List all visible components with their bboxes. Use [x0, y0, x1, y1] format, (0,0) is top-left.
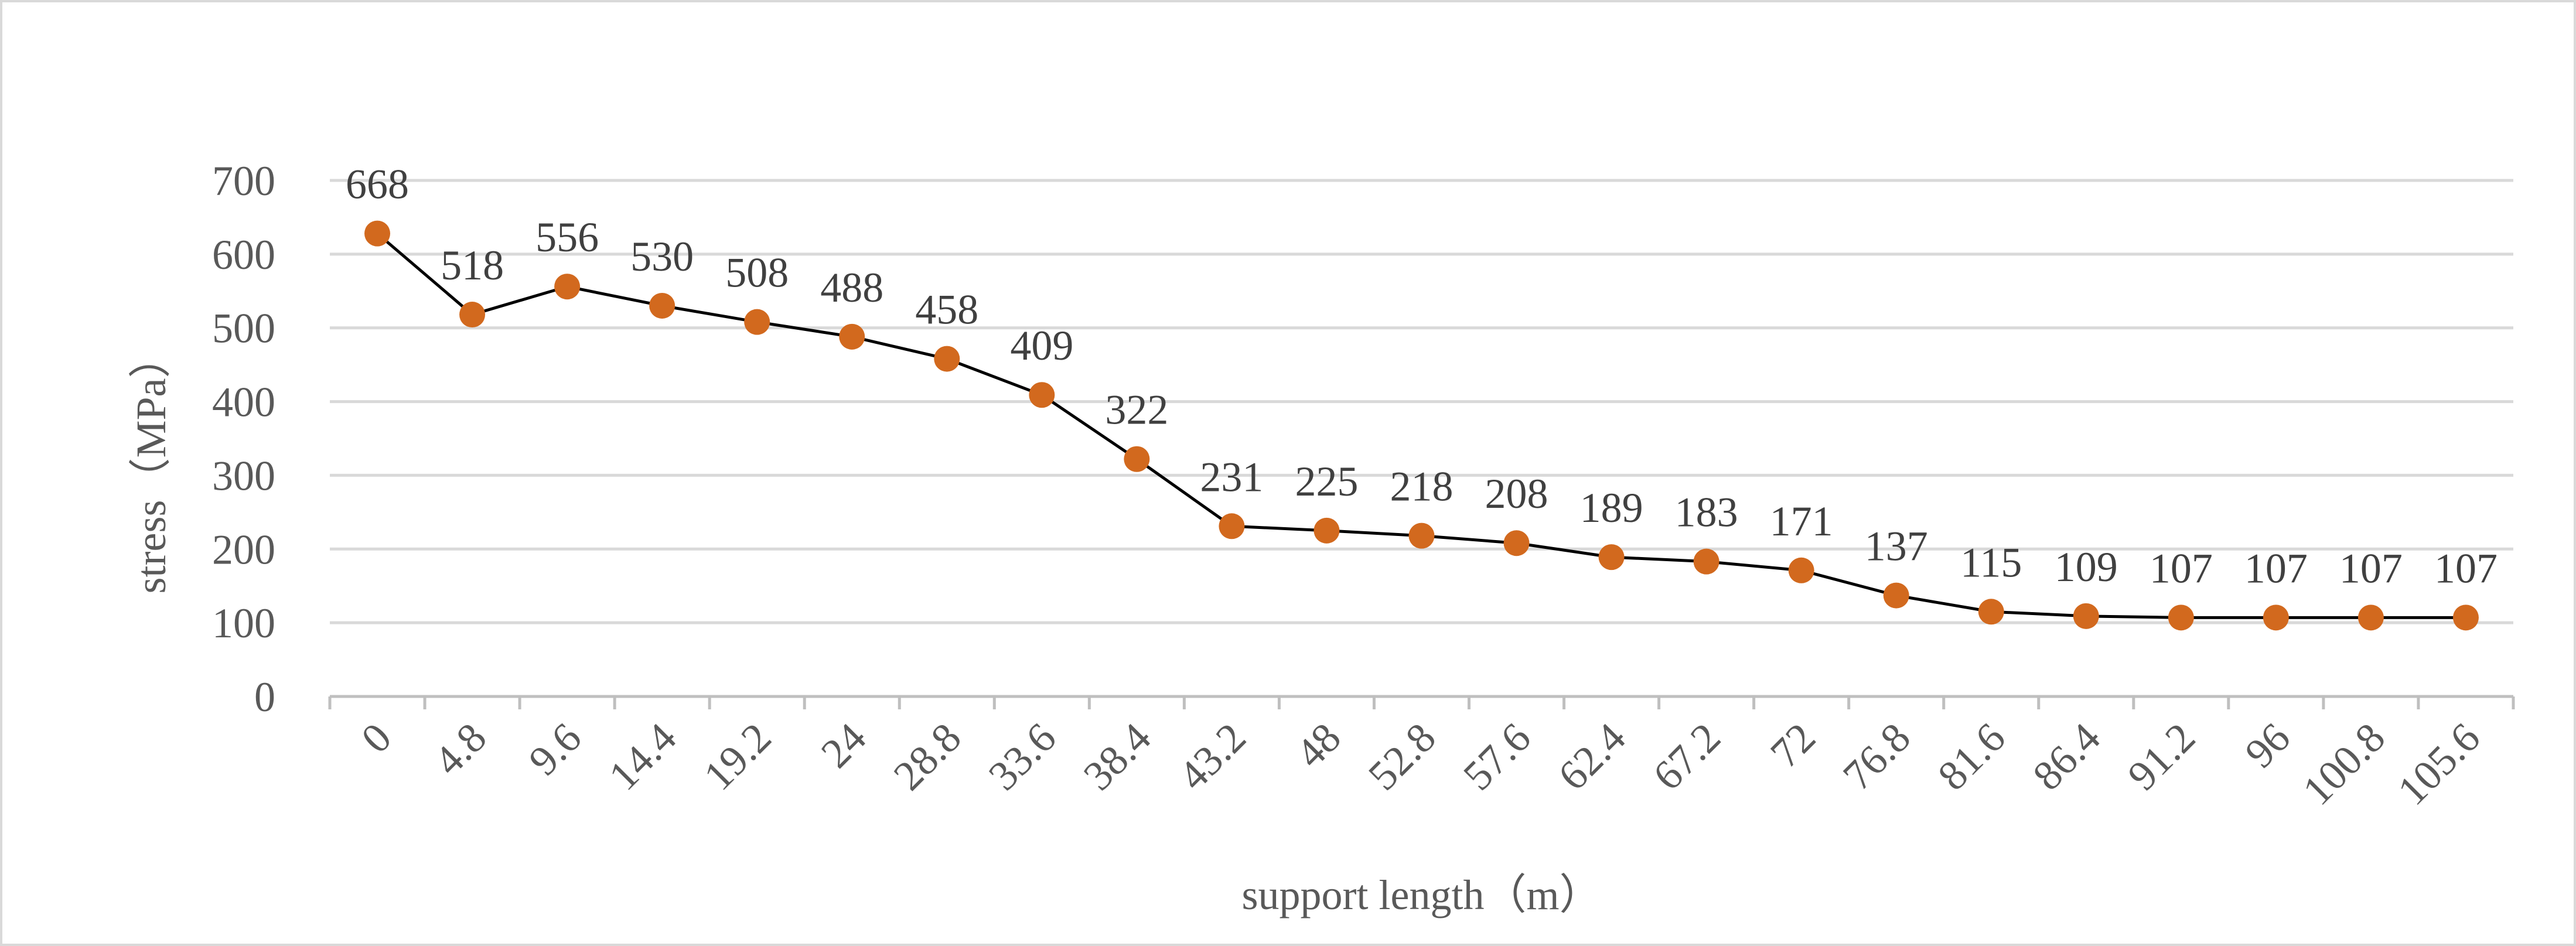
data-point — [1219, 513, 1245, 539]
x-tick-label: 81.6 — [1929, 714, 2014, 800]
x-tick-label: 9.6 — [520, 714, 590, 784]
data-point — [1313, 517, 1340, 544]
data-label: 488 — [820, 264, 883, 311]
x-tick-label: 57.6 — [1454, 714, 1540, 800]
data-label: 458 — [915, 286, 978, 333]
x-tick-label: 19.2 — [695, 714, 780, 800]
data-point — [1788, 557, 1814, 583]
data-point — [934, 346, 960, 372]
x-tick-label: 91.2 — [2118, 714, 2204, 800]
y-axis-ticks: 0 100 200 300 400 500 600 700 — [212, 158, 275, 720]
x-tick-label: 86.4 — [2024, 714, 2109, 800]
x-tick-label: 33.6 — [980, 714, 1065, 800]
data-label: 225 — [1295, 458, 1358, 505]
data-point — [459, 302, 486, 328]
x-tick-label: 72 — [1762, 714, 1824, 777]
data-point — [554, 274, 581, 300]
data-label: 518 — [441, 242, 504, 289]
data-label: 218 — [1390, 463, 1454, 510]
data-label: 208 — [1485, 470, 1548, 517]
x-axis-title: support length（m） — [1242, 872, 1602, 918]
data-label: 409 — [1010, 322, 1073, 369]
x-tick-label: 100.8 — [2294, 714, 2394, 814]
y-axis-title: stress（MPa） — [128, 336, 175, 593]
data-point — [1124, 446, 1150, 472]
x-tick-label: 67.2 — [1644, 714, 1729, 800]
x-tick-label: 28.8 — [885, 714, 970, 800]
x-axis — [328, 695, 2515, 709]
data-point — [364, 220, 391, 247]
data-point — [1883, 582, 1909, 609]
data-point — [2168, 605, 2194, 631]
data-point — [649, 292, 675, 319]
data-label: 137 — [1865, 523, 1928, 570]
data-point — [1408, 522, 1435, 549]
y-tick-label: 700 — [212, 158, 275, 204]
x-tick-label: 105.6 — [2389, 714, 2489, 814]
data-label: 183 — [1675, 489, 1738, 536]
data-label: 107 — [2339, 545, 2403, 592]
data-label: 231 — [1200, 453, 1263, 500]
y-tick-label: 500 — [212, 305, 275, 352]
data-point — [1693, 548, 1719, 575]
x-tick-label: 43.2 — [1169, 714, 1255, 800]
data-point — [2263, 605, 2289, 631]
x-tick-label: 4.8 — [425, 714, 495, 784]
x-tick-label: 52.8 — [1359, 714, 1445, 800]
x-axis-ticks: 0 4.8 9.6 14.4 19.2 24 28.8 33.6 38.4 43.2 48 52.8 5… — [352, 714, 2489, 814]
data-label: 115 — [1960, 539, 2022, 586]
data-label: 171 — [1770, 498, 1833, 545]
data-point — [2452, 605, 2479, 631]
x-tick-label: 96 — [2236, 714, 2299, 777]
data-point — [1598, 544, 1625, 571]
data-label: 107 — [2434, 545, 2497, 592]
x-tick-label: 0 — [352, 714, 400, 762]
data-point — [2357, 605, 2384, 631]
x-tick-label: 38.4 — [1074, 714, 1160, 800]
y-tick-label: 200 — [212, 526, 275, 573]
data-label: 189 — [1580, 484, 1643, 531]
data-label: 107 — [2149, 545, 2213, 592]
y-tick-label: 600 — [212, 231, 275, 278]
data-label: 668 — [346, 161, 409, 208]
data-label: 556 — [535, 214, 599, 261]
x-tick-label: 62.4 — [1549, 714, 1635, 800]
data-point — [1978, 599, 2004, 625]
data-label: 530 — [630, 233, 694, 280]
data-label: 107 — [2244, 545, 2308, 592]
data-point — [839, 323, 865, 350]
y-tick-label: 300 — [212, 452, 275, 499]
data-point — [1029, 382, 1055, 408]
x-tick-label: 14.4 — [600, 714, 685, 800]
data-point — [2073, 603, 2099, 629]
series-stress — [364, 220, 2479, 631]
x-tick-label: 48 — [1287, 714, 1349, 777]
data-label: 109 — [2055, 544, 2118, 590]
x-tick-label: 24 — [812, 714, 875, 777]
y-tick-label: 0 — [254, 674, 275, 720]
data-point — [744, 309, 770, 335]
data-label: 508 — [725, 250, 789, 296]
x-tick-label: 76.8 — [1834, 714, 1919, 800]
data-label: 322 — [1105, 387, 1168, 433]
data-labels: 668 518 556 530 508 488 458 409 322 231 225 218 208 1… — [346, 161, 2497, 592]
grid-lines — [330, 179, 2513, 624]
data-point — [1503, 530, 1530, 556]
y-tick-label: 400 — [212, 379, 275, 426]
y-tick-label: 100 — [212, 600, 275, 647]
